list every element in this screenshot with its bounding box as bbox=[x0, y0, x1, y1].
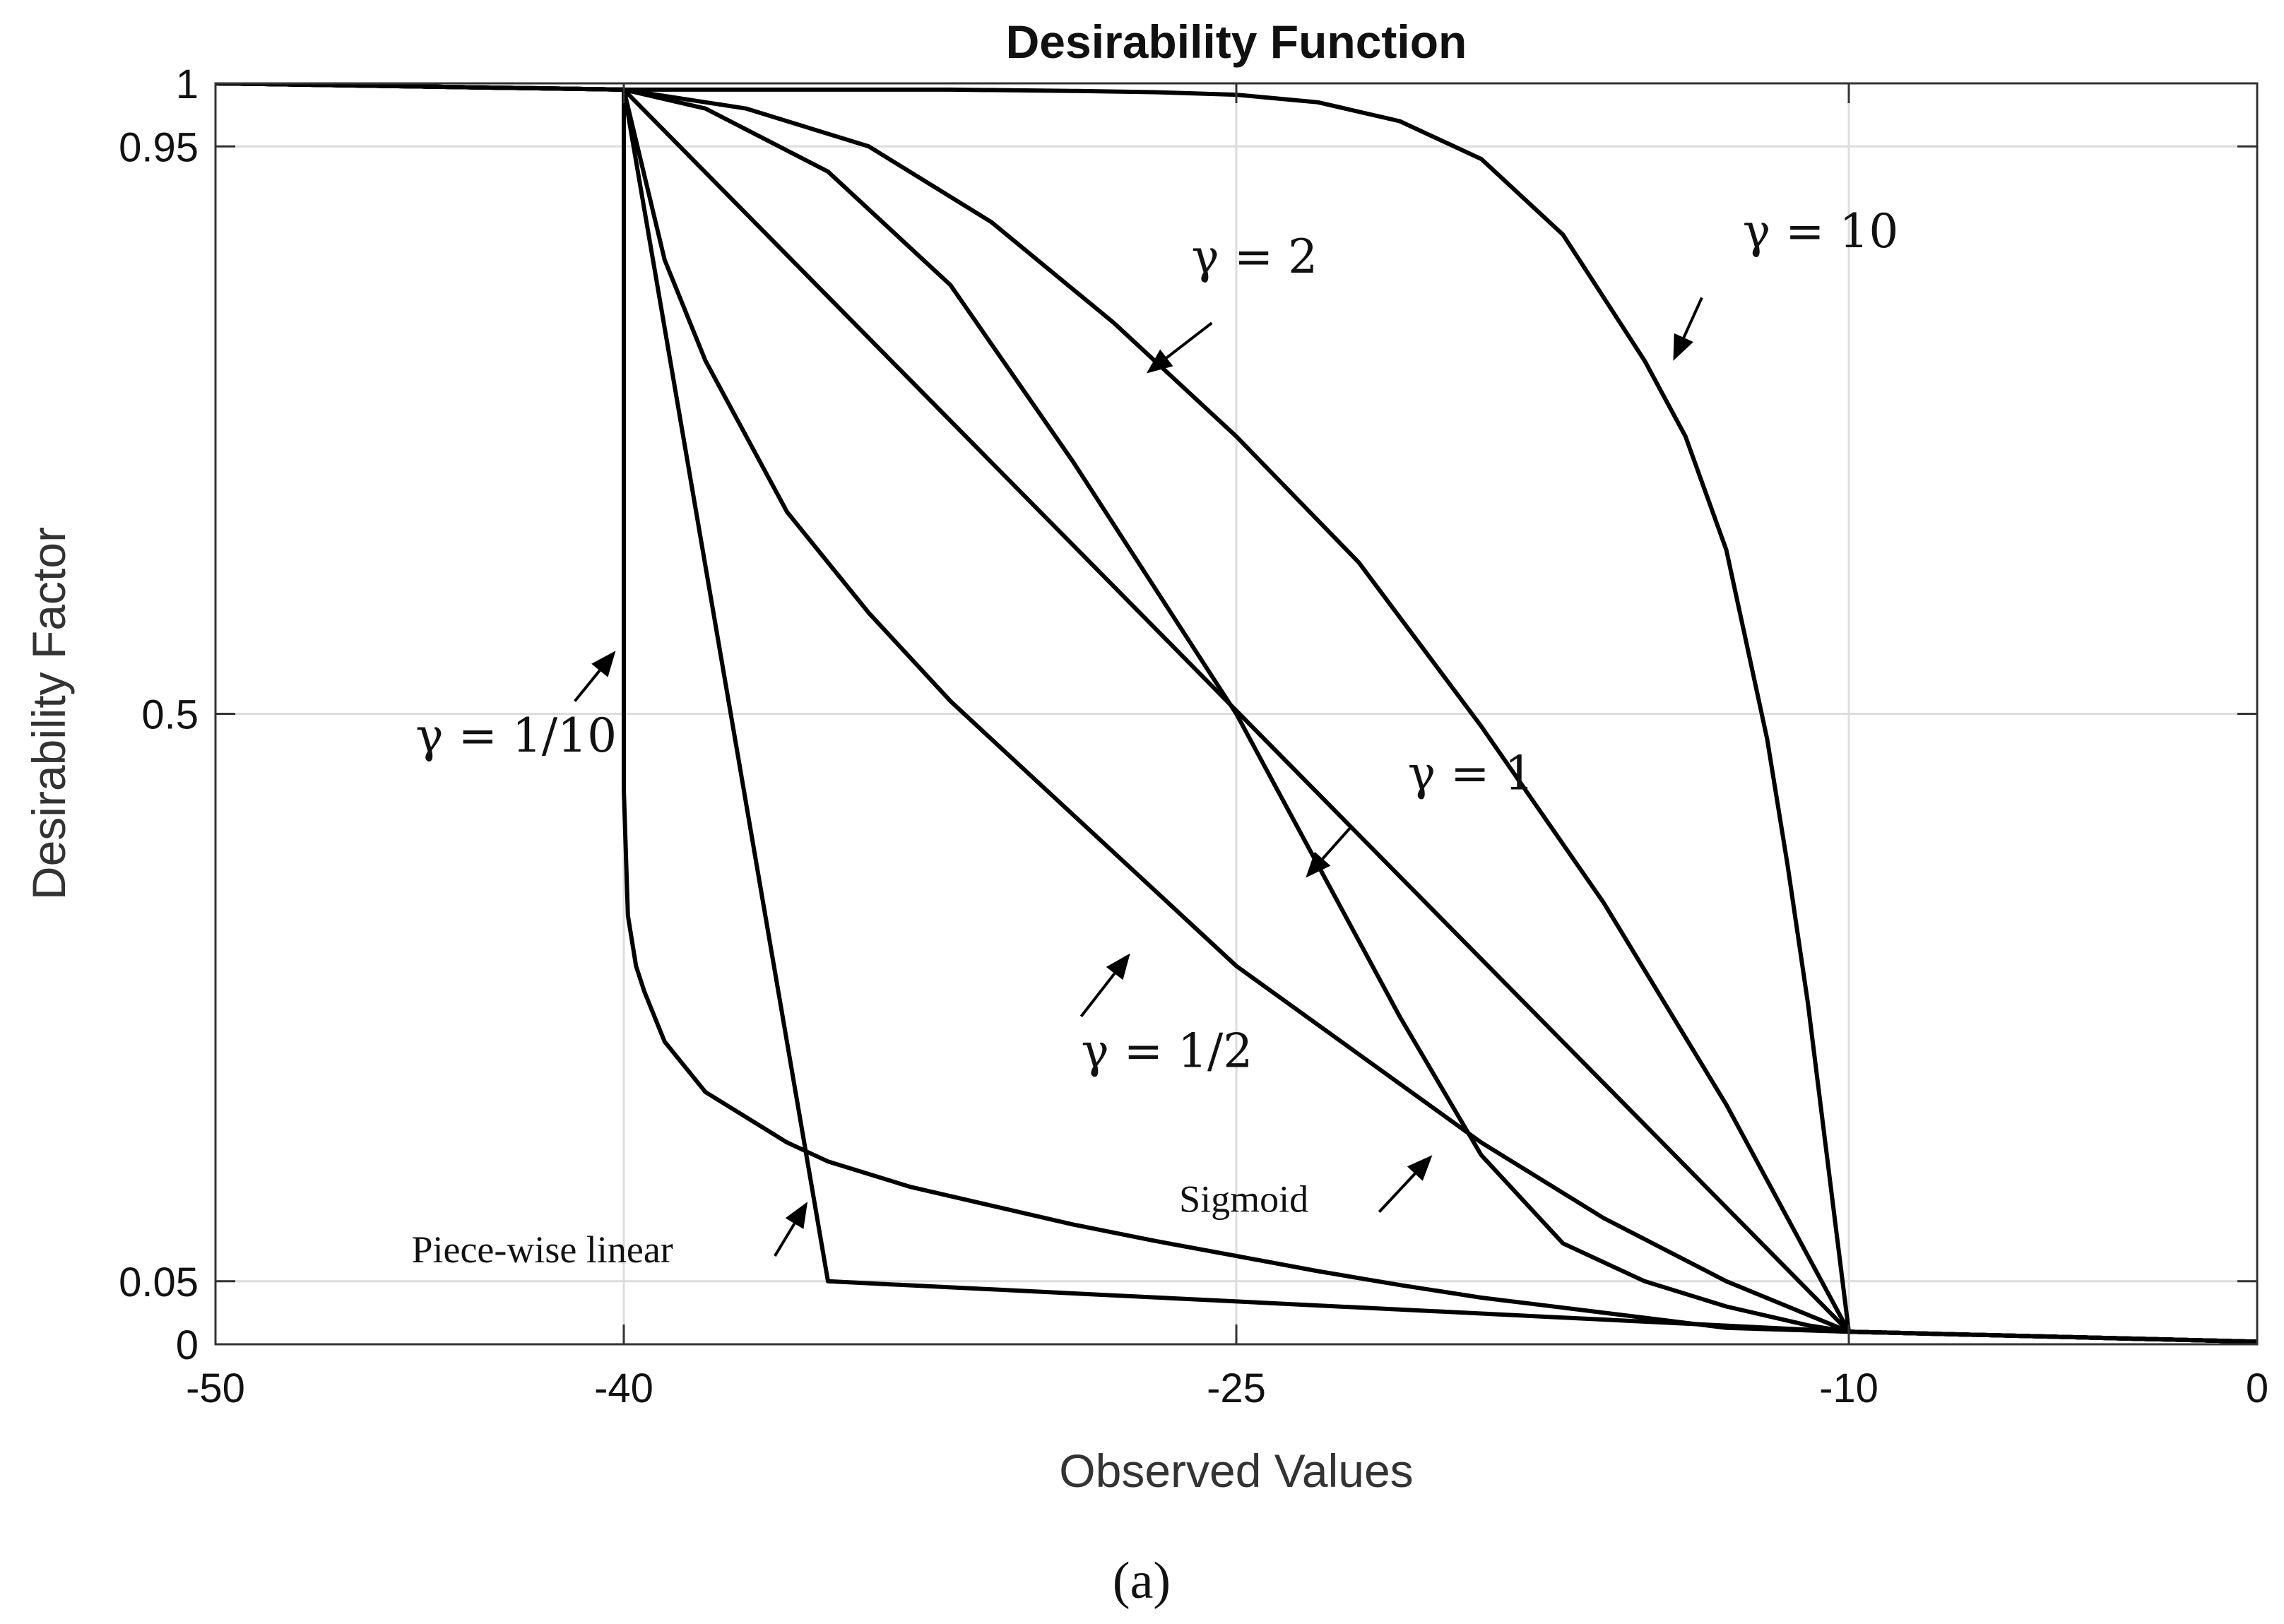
annotation-label-gamma-1-2: γ = 1/2 bbox=[1081, 1024, 1253, 1078]
annotation-label-piece-wise-linear: Piece-wise linear bbox=[411, 1228, 673, 1271]
figure-caption: (a) bbox=[1113, 1552, 1171, 1610]
annotation-label-gamma-1-10: γ = 1/10 bbox=[415, 709, 617, 763]
annotation-arrow-head bbox=[1407, 1155, 1433, 1181]
series-line-gamma-2 bbox=[215, 83, 2257, 1344]
chart-title: Desirability Function bbox=[1006, 16, 1467, 68]
x-tick-label: -25 bbox=[1207, 1365, 1266, 1411]
x-tick-label: 0 bbox=[2246, 1365, 2268, 1411]
annotation-arrow-shaft bbox=[1321, 826, 1352, 860]
annotation-arrow-shaft bbox=[574, 669, 601, 702]
annotation-arrow-head bbox=[591, 651, 616, 677]
annotation-label-sigmoid: Sigmoid bbox=[1179, 1178, 1308, 1221]
annotation-arrow-shaft bbox=[774, 1223, 796, 1257]
annotation-arrow-shaft bbox=[1079, 972, 1116, 1018]
series-line-gamma-10 bbox=[215, 83, 2257, 1344]
x-tick-label: -40 bbox=[594, 1365, 653, 1411]
annotation-arrow-head bbox=[1306, 851, 1331, 878]
annotation-arrow-shaft bbox=[1378, 1173, 1416, 1213]
y-tick-label: 0.5 bbox=[141, 692, 199, 738]
tick-marks: -50 -40 -25 -10 0 0 0.05 0.5 0.95 1 bbox=[119, 61, 2268, 1411]
x-tick-label: -50 bbox=[186, 1365, 245, 1411]
x-tick-label: -10 bbox=[1819, 1365, 1878, 1411]
annotations: γ = 10 γ = 2 γ = 1 γ = 1/2 γ = 1/10 Sigmoid Pi… bbox=[411, 204, 1898, 1271]
annotation-arrow-head bbox=[1106, 953, 1130, 980]
series-line-gamma-1-10 bbox=[215, 83, 2257, 1344]
series-line-sigmoid bbox=[215, 83, 2257, 1344]
annotation-arrow-shaft bbox=[1682, 297, 1703, 338]
y-tick-label: 0.05 bbox=[119, 1260, 199, 1305]
x-axis-label: Observed Values bbox=[1059, 1445, 1413, 1497]
y-axis-label: Desirability Factor bbox=[23, 527, 75, 900]
annotation-arrow-head bbox=[1673, 333, 1693, 361]
y-tick-label: 0 bbox=[176, 1322, 199, 1368]
annotation-label-gamma-10: γ = 10 bbox=[1743, 204, 1899, 259]
annotation-label-gamma-2: γ = 2 bbox=[1191, 230, 1318, 284]
series-line-piece-wise-linear bbox=[215, 83, 2257, 1344]
y-tick-label: 1 bbox=[176, 61, 199, 107]
annotation-arrow-head bbox=[785, 1202, 808, 1229]
y-tick-label: 0.95 bbox=[119, 124, 199, 170]
series-line-gamma-1-2 bbox=[215, 83, 2257, 1344]
annotation-arrow-head bbox=[1146, 349, 1173, 374]
annotation-arrow-shaft bbox=[1166, 321, 1213, 360]
annotation-label-gamma-1: γ = 1 bbox=[1408, 747, 1534, 801]
